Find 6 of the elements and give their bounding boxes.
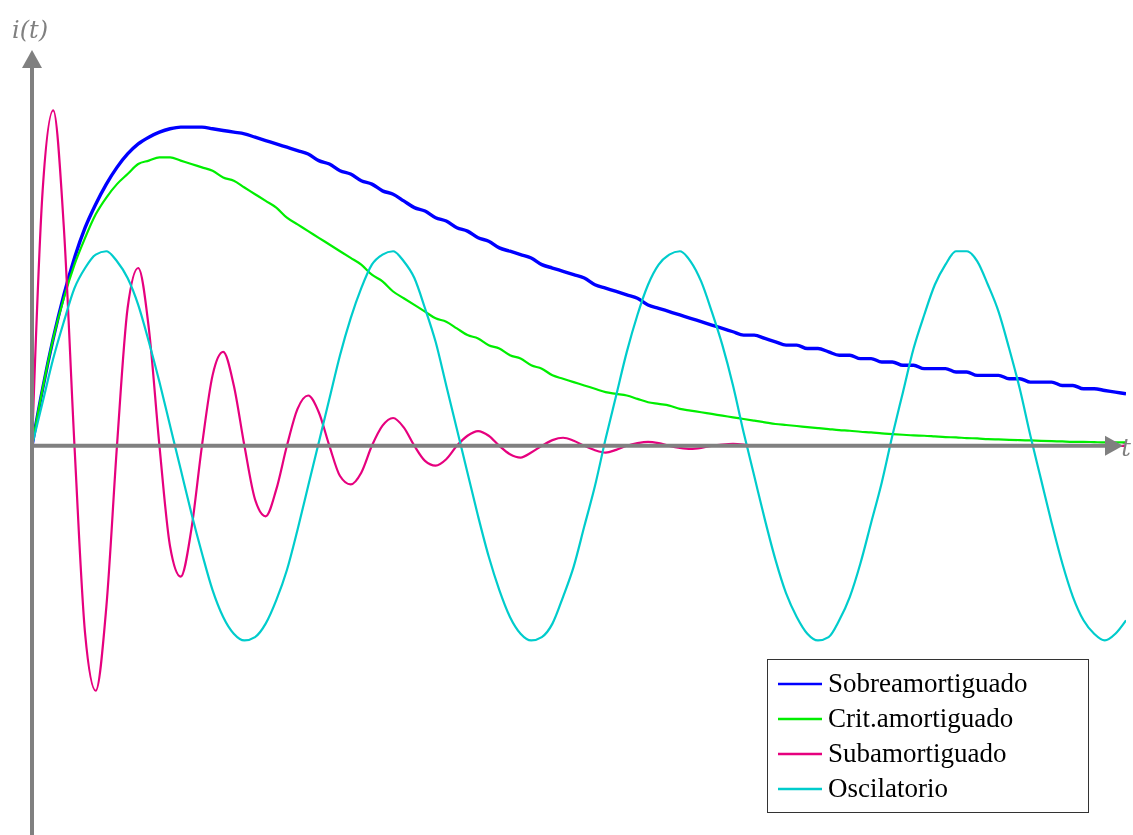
legend-label: Crit.amortiguado bbox=[827, 703, 1015, 734]
legend-label: Subamortiguado bbox=[827, 738, 1008, 769]
y-axis-title: i(t) bbox=[11, 16, 49, 44]
x-axis-title: t bbox=[1121, 433, 1132, 462]
legend-label: Sobreamortiguado bbox=[827, 668, 1029, 699]
legend-label: Oscilatorio bbox=[827, 773, 949, 804]
